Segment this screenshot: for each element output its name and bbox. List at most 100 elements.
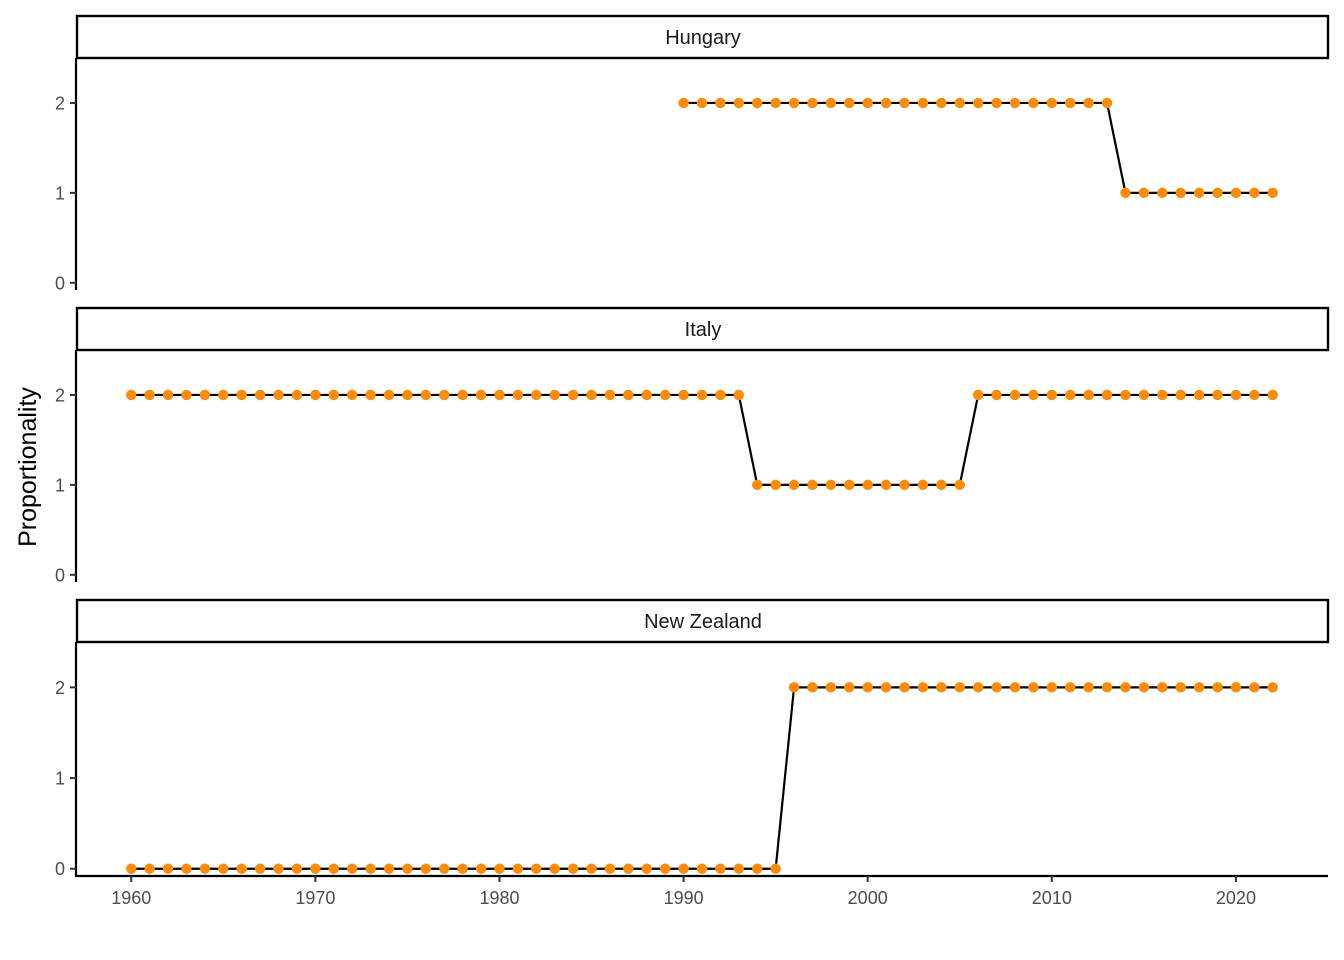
data-point — [273, 863, 284, 874]
y-tick-label: 1 — [55, 769, 65, 789]
data-point — [641, 389, 652, 401]
data-point — [659, 863, 671, 874]
y-tick-label: 2 — [55, 385, 65, 405]
data-point — [346, 389, 358, 401]
data-point — [991, 97, 1002, 109]
x-tick-label: 1980 — [479, 888, 519, 908]
data-point — [936, 682, 947, 693]
x-tick-label: 1960 — [111, 888, 151, 908]
x-axis: 1960 1970 1980 1990 2000 2010 2020 — [75, 874, 1328, 908]
data-point — [678, 863, 689, 874]
data-point — [144, 389, 155, 401]
data-point — [439, 389, 450, 401]
data-point — [1101, 682, 1113, 693]
data-point — [917, 97, 929, 109]
data-point — [1267, 682, 1278, 693]
data-point — [752, 863, 763, 874]
data-point — [1212, 389, 1223, 401]
data-point — [917, 479, 929, 491]
panels: Hungary 0 1 2 Italy 0 1 2 New Zealand 0 1 2 — [55, 14, 1330, 879]
x-tick-label: 2020 — [1216, 888, 1256, 908]
data-point — [1267, 187, 1278, 199]
data-point — [420, 863, 432, 874]
data-point — [623, 863, 634, 874]
y-axis-title: Proportionality — [14, 387, 42, 547]
data-point — [770, 863, 781, 874]
data-point — [807, 479, 818, 491]
data-point — [512, 389, 524, 401]
data-point — [899, 97, 910, 109]
x-tick-label: 1970 — [295, 888, 335, 908]
data-point — [439, 863, 450, 874]
data-point — [1120, 389, 1131, 401]
data-point — [1009, 682, 1021, 693]
y-tick-label: 1 — [55, 183, 65, 203]
data-point — [788, 682, 800, 693]
data-point — [1175, 389, 1186, 401]
data-point — [1028, 97, 1039, 109]
panel-0: Hungary 0 1 2 — [55, 14, 1330, 293]
data-point — [273, 389, 284, 401]
strip-label: New Zealand — [644, 611, 762, 633]
data-point — [972, 682, 984, 693]
data-point — [880, 682, 892, 693]
data-point — [825, 97, 837, 109]
data-point — [844, 479, 855, 491]
data-point — [1065, 389, 1076, 401]
strip-box — [75, 14, 1330, 60]
data-point — [383, 863, 395, 874]
x-tick-label: 1990 — [664, 888, 704, 908]
strip-box — [75, 598, 1330, 644]
data-point — [291, 389, 303, 401]
data-point — [1120, 187, 1131, 199]
data-point — [475, 863, 487, 874]
data-point — [991, 682, 1002, 693]
data-point — [1157, 187, 1168, 199]
data-point — [199, 863, 211, 874]
data-point — [715, 863, 726, 874]
data-point — [696, 863, 708, 874]
data-point — [586, 863, 597, 874]
data-point — [954, 682, 965, 693]
data-point — [457, 389, 468, 401]
data-point — [825, 682, 837, 693]
data-point — [346, 863, 358, 874]
data-point — [972, 389, 984, 401]
data-point — [880, 479, 892, 491]
data-point — [733, 97, 745, 109]
data-point — [936, 97, 947, 109]
data-point — [1028, 682, 1039, 693]
data-point — [365, 389, 376, 401]
strip-label: Italy — [685, 319, 722, 341]
y-tick-label: 2 — [55, 93, 65, 113]
data-point — [1212, 187, 1223, 199]
data-point — [1230, 682, 1242, 693]
data-point — [733, 389, 745, 401]
x-tick-label: 2000 — [848, 888, 888, 908]
data-point — [475, 389, 487, 401]
data-point — [641, 863, 652, 874]
y-tick-label: 2 — [55, 678, 65, 698]
data-point — [1249, 682, 1260, 693]
data-point — [1046, 97, 1058, 109]
data-point — [899, 682, 910, 693]
data-point — [218, 389, 229, 401]
data-point — [1157, 682, 1168, 693]
data-point — [899, 479, 910, 491]
series-line — [683, 101, 1273, 194]
data-point — [844, 97, 855, 109]
data-point — [512, 863, 524, 874]
panel-2: New Zealand 0 1 2 — [55, 598, 1330, 879]
data-point — [494, 389, 505, 401]
y-tick-label: 0 — [55, 859, 65, 879]
data-point — [752, 97, 763, 109]
data-point — [696, 389, 708, 401]
data-point — [807, 97, 818, 109]
data-point — [1249, 389, 1260, 401]
data-point — [1083, 389, 1094, 401]
series-line — [131, 393, 1273, 486]
y-tick-label: 1 — [55, 475, 65, 495]
data-point — [236, 389, 247, 401]
data-point — [1175, 187, 1186, 199]
data-point — [1157, 389, 1168, 401]
